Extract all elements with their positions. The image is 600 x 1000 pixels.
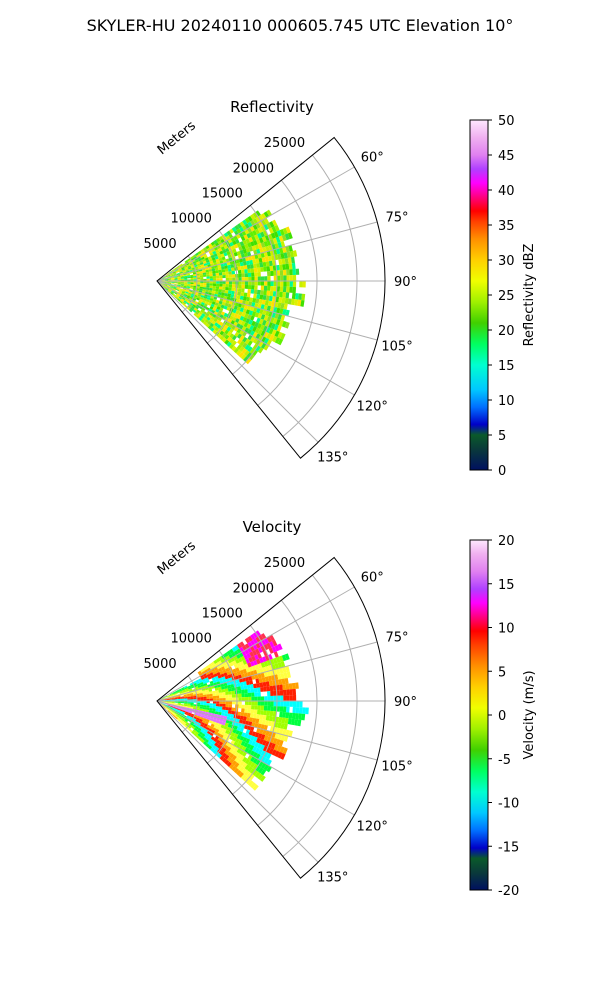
range-ring: [232, 205, 278, 375]
azimuth-tick-label: 120°: [357, 399, 388, 414]
azimuth-spoke: [156, 221, 378, 282]
azimuth-tick-label: 105°: [381, 759, 412, 774]
reflectivity-panel: Reflectivity 5000 10000 15000 20000 25000 Mete…: [144, 98, 537, 479]
colorbar-tick-label: -5: [498, 753, 511, 768]
range-tick-label: 25000: [264, 556, 305, 571]
range-tick-label: 10000: [170, 632, 211, 647]
colorbar-tick-label: 15: [498, 578, 515, 593]
range-ring: [257, 179, 318, 406]
azimuth-spoke: [156, 280, 378, 341]
range-tick-label: 5000: [144, 237, 177, 252]
polar-grid: [156, 154, 385, 443]
range-ring: [257, 599, 318, 826]
polar-grid: [156, 574, 385, 863]
data-field: [158, 630, 309, 791]
panel-title: Velocity: [243, 518, 302, 536]
colorbar-tick-label: 30: [498, 254, 515, 269]
range-ring: [282, 154, 358, 437]
colorbar-tick-label: 0: [498, 709, 506, 724]
colorbar-scale: [469, 539, 489, 891]
range-ring: [207, 230, 238, 344]
range-ring: [181, 675, 198, 733]
azimuth-tick-label: 75°: [386, 631, 409, 646]
range-ring: [232, 625, 278, 795]
range-tick-label: 5000: [144, 657, 177, 672]
range-ring: [181, 255, 198, 313]
colorbar-tick-label: 5: [498, 429, 506, 444]
colorbar: 0 5 10 15 20 25 30 35 40 45 50 Reflectivity dBZ: [469, 114, 537, 479]
azimuth-tick-label: 60°: [361, 571, 384, 586]
figure-title: SKYLER-HU 20240110 000605.745 UTC Elevat…: [86, 16, 514, 35]
colorbar-tick-label: 10: [498, 394, 515, 409]
azimuth-spoke: [156, 700, 319, 863]
azimuth-tick-label: 135°: [317, 451, 348, 466]
azimuth-spoke: [156, 166, 355, 282]
range-tick-label: 20000: [233, 581, 274, 596]
velocity-panel: Velocity 5000 10000 15000 20000 25000 Meters 60…: [144, 518, 537, 899]
azimuth-tick-label: 90°: [394, 275, 417, 290]
colorbar-tick-label: 0: [498, 464, 506, 479]
range-tick-label: 25000: [264, 136, 305, 151]
colorbar-tick-label: -20: [498, 884, 519, 899]
range-tick-label: 20000: [233, 161, 274, 176]
azimuth-tick-label: 75°: [386, 211, 409, 226]
colorbar-tick-label: 45: [498, 149, 515, 164]
azimuth-spoke: [156, 700, 355, 816]
colorbar-tick-label: -15: [498, 840, 519, 855]
colorbar-label: Reflectivity dBZ: [522, 244, 537, 347]
colorbar-tick-label: 5: [498, 665, 506, 680]
range-ring: [207, 650, 238, 764]
range-ring: [282, 574, 358, 857]
colorbar-tick-label: 20: [498, 534, 515, 549]
azimuth-tick-label: 105°: [381, 339, 412, 354]
colorbar-tick-label: 40: [498, 184, 515, 199]
colorbar-label: Velocity (m/s): [522, 670, 537, 759]
azimuth-tick-label: 60°: [361, 151, 384, 166]
range-tick-label: 10000: [170, 212, 211, 227]
azimuth-tick-label: 90°: [394, 695, 417, 710]
sector-outline: [156, 556, 386, 879]
range-axis-label: Meters: [155, 538, 199, 578]
azimuth-spoke: [156, 280, 355, 396]
colorbar-tick-label: 10: [498, 622, 515, 637]
range-tick-label: 15000: [202, 606, 243, 621]
colorbar-tick-label: 25: [498, 289, 515, 304]
panel-title: Reflectivity: [230, 98, 314, 116]
range-axis-label: Meters: [155, 118, 199, 158]
azimuth-spoke: [156, 586, 355, 702]
azimuth-tick-label: 135°: [317, 871, 348, 886]
colorbar-tick-label: 35: [498, 219, 515, 234]
colorbar-scale: [469, 119, 489, 471]
azimuth-spoke: [156, 700, 378, 761]
data-field: [158, 209, 306, 365]
range-tick-label: 15000: [202, 186, 243, 201]
colorbar-tick-label: 50: [498, 114, 515, 129]
azimuth-tick-label: 120°: [357, 819, 388, 834]
sector-outline: [156, 136, 386, 459]
colorbar-tick-label: -10: [498, 797, 519, 812]
colorbar: -20 -15 -10 -5 0 5 10 15 20 Velocity (m/s): [469, 534, 537, 899]
azimuth-spoke: [156, 641, 378, 702]
colorbar-tick-label: 20: [498, 324, 515, 339]
colorbar-tick-label: 15: [498, 359, 515, 374]
azimuth-spoke: [156, 280, 319, 443]
